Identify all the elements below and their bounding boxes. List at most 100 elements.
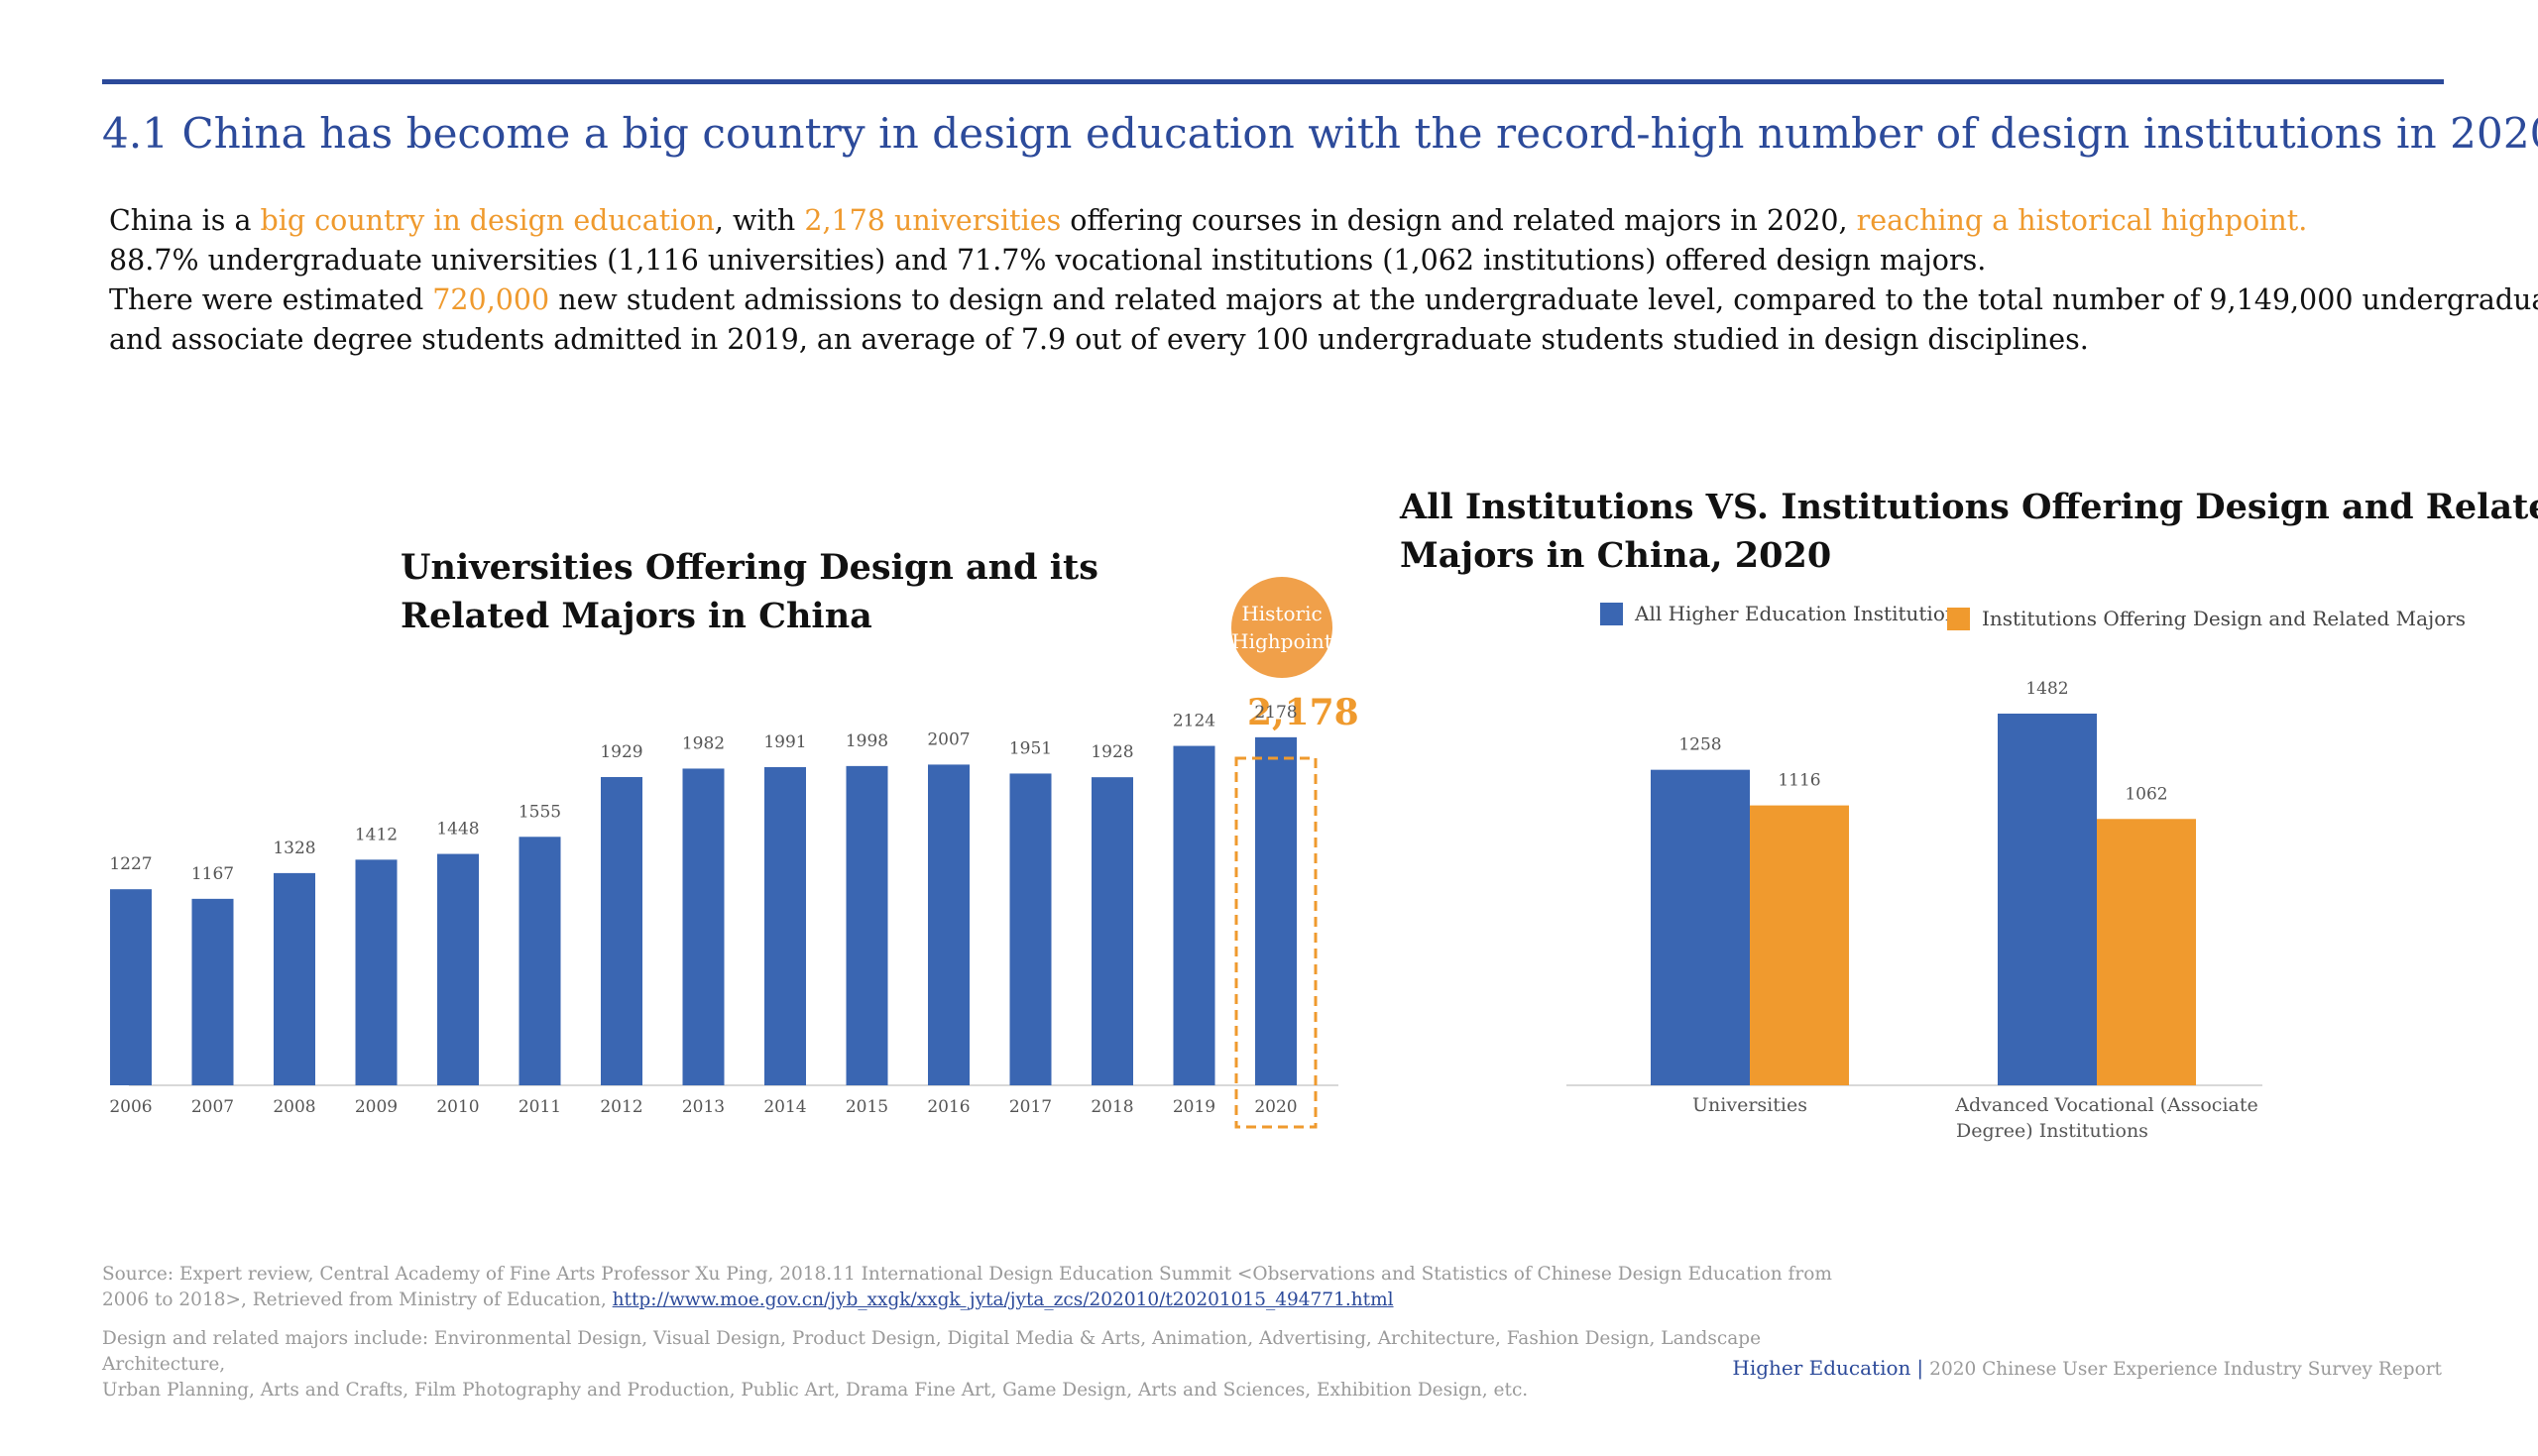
data-label: 1227 <box>109 854 152 874</box>
bar <box>846 765 888 1085</box>
right-chart-title: All Institutions VS. Institutions Offeri… <box>1400 483 2538 580</box>
page-footer: Higher Education | 2020 Chinese User Exper… <box>1732 1356 2442 1380</box>
data-label: 1328 <box>273 839 315 858</box>
tick-label: 2019 <box>1173 1097 1215 1117</box>
intro-highlight: 720,000 <box>432 283 550 316</box>
legend-swatch <box>1600 602 1623 625</box>
legend-item-design: Institutions Offering Design and Related… <box>1947 607 2466 630</box>
left-chart-title-line: Universities Offering Design and its <box>401 547 1098 588</box>
data-label: 1116 <box>1778 771 1820 791</box>
bar <box>1092 777 1133 1085</box>
data-label: 1555 <box>519 802 561 822</box>
header-rule <box>102 79 2444 84</box>
left-chart-title-line: Related Majors in China <box>401 596 872 636</box>
data-label: 1258 <box>1678 735 1721 755</box>
legend-label: All Higher Education Institutions <box>1635 602 1969 625</box>
badge-text: Highpoint <box>1231 629 1332 653</box>
tick-label: 2017 <box>1009 1097 1052 1117</box>
category-label: Advanced Vocational (Associate <box>1954 1094 2257 1116</box>
category-label: Universities <box>1692 1094 1807 1116</box>
bar <box>437 853 479 1085</box>
tick-label: 2014 <box>763 1097 806 1117</box>
page-title: 4.1 China has become a big country in de… <box>102 109 2538 158</box>
data-label: 1998 <box>846 731 888 751</box>
bar <box>682 768 725 1085</box>
source-line: Source: Expert review, Central Academy o… <box>102 1264 1832 1285</box>
tick-label: 2007 <box>191 1097 234 1117</box>
bar <box>1998 713 2097 1085</box>
intro-line-2: 88.7% undergraduate universities (1,116 … <box>109 244 1987 277</box>
source-link[interactable]: http://www.moe.gov.cn/jyb_xxgk/xxgk_jyta… <box>612 1289 1394 1310</box>
bar <box>1255 736 1297 1085</box>
intro-text-span: new student admissions to design and rel… <box>549 283 2538 316</box>
data-label: 1928 <box>1091 742 1133 762</box>
note-line: Design and related majors include: Envir… <box>102 1328 1762 1375</box>
bar <box>601 776 642 1085</box>
bar <box>928 764 970 1085</box>
highlight-box <box>1234 756 1318 1129</box>
tick-label: 2015 <box>846 1097 888 1117</box>
data-label: 1929 <box>600 742 642 762</box>
right-chart-title-line: All Institutions VS. Institutions Offeri… <box>1400 487 2538 527</box>
data-label: 1062 <box>2125 784 2167 804</box>
data-label: 1982 <box>682 733 725 753</box>
source-line: 2006 to 2018>, Retrieved from Ministry o… <box>102 1289 613 1310</box>
bar <box>1750 805 1849 1085</box>
data-label: 2007 <box>927 729 970 749</box>
peak-value: 2,178 <box>1247 692 1359 733</box>
tick-label: 2011 <box>519 1097 561 1117</box>
bar <box>1651 769 1750 1085</box>
footer-section: Higher Education <box>1732 1356 1911 1380</box>
historic-highpoint-badge: Historic Highpoint <box>1231 577 1332 678</box>
bar <box>764 767 806 1085</box>
category-label: Degree) Institutions <box>1956 1120 2148 1142</box>
source-text: Source: Expert review, Central Academy o… <box>102 1262 1867 1313</box>
intro-line-1: China is a big country in design educati… <box>109 201 2459 241</box>
bar <box>519 837 561 1085</box>
data-label: 1412 <box>355 825 398 844</box>
intro-text-span: offering courses in design and related m… <box>1061 204 1857 237</box>
right-chart-title-line: Majors in China, 2020 <box>1400 535 1832 576</box>
intro-highlight: 2,178 universities <box>804 204 1062 237</box>
bar <box>110 889 152 1085</box>
note-line: Urban Planning, Arts and Crafts, Film Ph… <box>102 1380 1529 1400</box>
data-label: 1448 <box>436 820 479 840</box>
intro-highlight: reaching a historical highpoint. <box>1856 204 2308 237</box>
intro-text-span: China is a <box>109 204 261 237</box>
data-label: 1167 <box>191 864 234 884</box>
tick-label: 2013 <box>682 1097 725 1117</box>
data-label: 2178 <box>1254 703 1297 723</box>
footer-separator: | <box>1916 1356 1924 1380</box>
tick-label: 2006 <box>109 1097 152 1117</box>
intro-text-span: There were estimated <box>109 283 433 316</box>
legend-item-all: All Higher Education Institutions <box>1600 602 1968 625</box>
left-bar-chart: 1227 2006 1167 2007 1328 2008 1412 2009 1448 2010… <box>109 703 1338 1129</box>
legend-swatch <box>1947 607 1970 630</box>
source-notes: Source: Expert review, Central Academy o… <box>102 1262 1867 1416</box>
bar <box>2097 819 2196 1085</box>
tick-label: 2010 <box>436 1097 479 1117</box>
intro-line-4: and associate degree students admitted i… <box>109 323 2089 356</box>
intro-text-span: , with <box>714 204 805 237</box>
tick-label: 2009 <box>355 1097 398 1117</box>
legend-label: Institutions Offering Design and Related… <box>1982 607 2467 630</box>
intro-text: China is a big country in design educati… <box>109 201 2538 360</box>
tick-label: 2020 <box>1254 1097 1297 1117</box>
data-label: 2124 <box>1173 712 1215 731</box>
tick-label: 2016 <box>927 1097 970 1117</box>
data-label: 1991 <box>763 732 806 752</box>
right-bar-chart: 1258 1116 Universities 1482 1062 Advanced Voc… <box>1566 679 2262 1142</box>
footer-report: 2020 Chinese User Experience Industry Su… <box>1929 1359 2442 1380</box>
tick-label: 2012 <box>600 1097 642 1117</box>
tick-label: 2018 <box>1091 1097 1133 1117</box>
left-chart-title: Universities Offering Design and its Rel… <box>401 543 1098 640</box>
data-label: 1951 <box>1009 738 1052 758</box>
note-text: Design and related majors include: Envir… <box>102 1326 1867 1403</box>
bar <box>355 859 398 1085</box>
badge-text: Historic <box>1241 602 1323 625</box>
intro-highlight: big country in design education <box>260 204 715 237</box>
bar <box>1173 745 1215 1085</box>
bar <box>1009 773 1052 1085</box>
bar <box>191 898 234 1085</box>
bar <box>274 872 315 1085</box>
